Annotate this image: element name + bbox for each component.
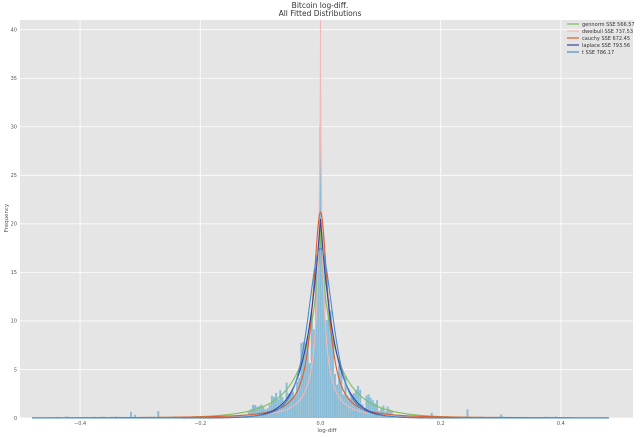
legend-label: cauchy SSE 672.45 — [582, 36, 630, 42]
histogram-bar — [304, 342, 307, 418]
histogram-bar — [323, 252, 326, 418]
histogram-bar — [306, 336, 309, 418]
histogram-bar — [275, 392, 278, 418]
histogram-bar — [260, 404, 263, 418]
histogram-bar — [344, 375, 347, 418]
y-tick-label: 0 — [14, 416, 17, 422]
histogram-bar — [386, 406, 389, 418]
histogram-bar — [359, 389, 362, 418]
y-axis-label: Frequency — [4, 203, 10, 232]
histogram-bar — [336, 384, 339, 418]
histogram-bar — [289, 393, 292, 418]
histogram-bar — [325, 320, 328, 418]
histogram-bar — [249, 409, 252, 418]
y-tick-label: 10 — [11, 319, 17, 325]
x-axis-label: log-diff — [317, 428, 336, 434]
histogram-bar — [338, 365, 341, 418]
histogram-bar — [134, 414, 137, 418]
histogram-bar — [361, 404, 364, 418]
histogram-bar — [319, 126, 322, 418]
histogram-bar — [376, 400, 379, 418]
histogram-bar — [315, 267, 318, 418]
histogram-bar — [291, 391, 294, 418]
histogram-bar — [256, 406, 259, 418]
histogram-bar — [321, 232, 324, 418]
histogram-bar — [342, 394, 345, 418]
x-tick-label: −0.4 — [74, 421, 86, 427]
histogram-bar — [329, 310, 332, 418]
histogram-bar — [312, 329, 315, 418]
y-tick-label: 15 — [11, 270, 17, 276]
chart-title: Bitcoin log-diff. — [292, 1, 349, 10]
chart-subtitle: All Fitted Distributions — [279, 9, 362, 18]
y-tick-label: 20 — [11, 222, 17, 228]
histogram-bar — [382, 405, 385, 418]
histogram-bar — [357, 385, 360, 418]
histogram-bar — [352, 393, 355, 418]
y-ticks: 0 5 10 15 20 25 30 35 40 — [11, 28, 17, 422]
histogram-bar — [262, 406, 265, 418]
y-tick-label: 30 — [11, 125, 17, 131]
series-line-gennorm — [32, 227, 609, 419]
fitted-lines — [32, 20, 609, 419]
histogram-bar — [346, 395, 349, 418]
legend-label: gennorm SSE 566.57 — [582, 22, 635, 28]
histogram-bar — [367, 394, 370, 418]
histogram-bar — [270, 395, 273, 418]
x-tick-label: 0.0 — [317, 421, 325, 427]
histogram-bar — [287, 393, 290, 418]
histogram-bar — [500, 414, 503, 418]
histogram-bar — [254, 405, 257, 418]
series-line-t — [32, 247, 609, 419]
histogram-bar — [369, 397, 372, 418]
histogram-bar — [298, 377, 301, 418]
histogram-bar — [466, 409, 469, 418]
histogram-bar — [129, 411, 132, 418]
y-tick-label: 40 — [11, 28, 17, 34]
x-tick-label: −0.2 — [194, 421, 206, 427]
legend-label: t SSE 786.17 — [582, 50, 614, 56]
y-tick-label: 35 — [11, 76, 17, 82]
legend-label: dweibull SSE 737.53 — [582, 29, 633, 35]
histogram-bar — [296, 381, 299, 418]
histogram-bar — [350, 394, 353, 418]
histogram-bar — [430, 412, 433, 418]
histogram-bar — [348, 398, 351, 418]
histogram-bar — [273, 396, 275, 418]
histogram-bar — [331, 338, 334, 418]
histogram-bar — [258, 406, 261, 418]
histogram-bar — [373, 403, 376, 418]
histogram-bar — [279, 390, 282, 418]
histogram-bar — [294, 395, 297, 418]
y-tick-label: 25 — [11, 173, 17, 179]
histogram-bar — [245, 417, 248, 418]
series-line-cauchy — [32, 211, 609, 419]
histogram-bar — [285, 382, 288, 418]
histogram-bar — [157, 411, 160, 418]
histogram-bar — [317, 270, 320, 418]
x-tick-label: 0.4 — [557, 421, 565, 427]
x-tick-label: 0.2 — [437, 421, 445, 427]
histogram-bar — [371, 400, 374, 418]
histogram-bar — [302, 341, 305, 418]
y-tick-label: 5 — [14, 367, 17, 373]
histogram-bar — [365, 395, 368, 418]
histogram-bar — [308, 363, 311, 418]
x-ticks: −0.4 −0.2 0.0 0.2 0.4 — [74, 421, 565, 427]
histogram-bar — [390, 410, 393, 418]
histogram-bar — [340, 372, 343, 418]
histogram-bar — [388, 409, 391, 418]
legend-label: laplace SSE 793.56 — [582, 43, 630, 49]
histogram-bar — [334, 373, 336, 418]
histogram-bar — [251, 404, 254, 418]
